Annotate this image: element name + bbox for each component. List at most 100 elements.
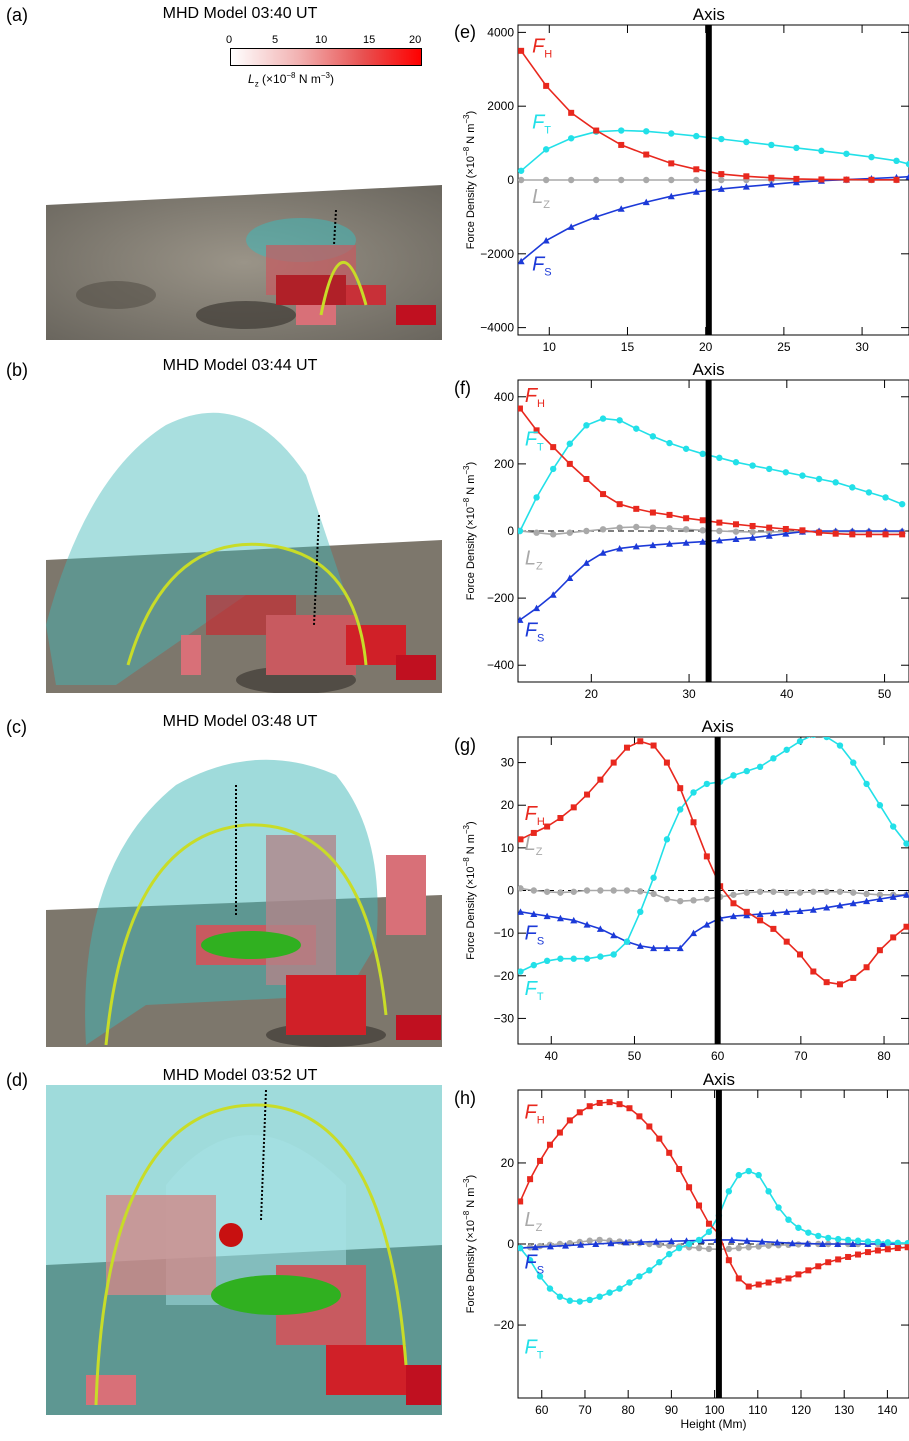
data-point-f-t (526, 1257, 534, 1264)
data-point-f-t (536, 1273, 544, 1280)
data-point-f-s (849, 899, 857, 907)
data-point-f-h (518, 836, 524, 843)
x-tick-label: 80 (877, 1049, 891, 1063)
data-point-f-t (836, 742, 844, 749)
x-tick-label: 20 (699, 340, 713, 354)
data-point-f-s (542, 237, 550, 244)
data-point-f-s (607, 1239, 615, 1247)
height-line (260, 1089, 267, 1221)
data-point-f-h (874, 1247, 881, 1254)
data-point-f-s (783, 908, 791, 915)
data-point-f-t (646, 1267, 653, 1274)
data-point-f-s (729, 912, 737, 920)
data-point-f-t (626, 1279, 633, 1286)
data-point-f-h (749, 522, 756, 529)
panel-b-label: (b) (6, 360, 28, 380)
x-tick-label: 120 (791, 1403, 811, 1417)
data-point-l-z (650, 890, 657, 898)
y-tick-label: −4000 (480, 321, 514, 335)
data-point-f-t (793, 144, 800, 152)
data-point-f-s (531, 1243, 539, 1251)
data-point-f-s (728, 1236, 736, 1243)
data-point-l-z (783, 889, 790, 896)
data-point-l-z (730, 891, 737, 898)
data-point-f-h (583, 475, 590, 482)
data-point-f-t (799, 472, 806, 479)
data-point-l-z (876, 891, 884, 898)
data-point-f-s (823, 904, 831, 911)
data-point-f-t (650, 874, 657, 881)
x-tick-label: 70 (794, 1049, 808, 1063)
x-tick-label: 70 (578, 1403, 592, 1417)
data-point-f-s (566, 574, 574, 581)
data-point-l-z (725, 1245, 733, 1253)
data-point-l-z (732, 528, 740, 535)
data-point-l-z (765, 1242, 772, 1249)
data-point-f-s (642, 198, 650, 206)
y-axis-label: Force Density (×10−8 N m−3) (462, 462, 477, 600)
data-point-f-h (518, 1198, 524, 1205)
cb-label: Lz (×10−8 N m−3) (248, 71, 334, 89)
data-point-f-t (898, 500, 906, 508)
data-point-f-s (556, 914, 564, 922)
data-point-f-s (792, 178, 800, 186)
series-label-tension: FT (525, 978, 544, 1003)
flux-rope-axis (319, 260, 368, 316)
data-point-f-h (716, 519, 723, 526)
data-point-f-s (592, 1240, 600, 1247)
data-point-f-h (556, 1129, 563, 1136)
series-label-lz: LZ (524, 1209, 542, 1234)
cb-tick-20: 20 (409, 34, 422, 46)
data-point-f-s (703, 921, 711, 928)
x-tick-label: 20 (585, 687, 599, 701)
data-point-f-s (543, 912, 551, 920)
data-point-l-z (616, 1238, 623, 1245)
data-point-f-h (518, 47, 525, 54)
data-point-f-h (835, 1256, 842, 1263)
y-axis-label: Force Density (×10−8 N m−3) (462, 821, 477, 959)
data-point-f-t (834, 1235, 842, 1243)
data-point-f-t (823, 737, 830, 741)
y-tick-label: 2000 (487, 99, 514, 113)
data-point-f-t (844, 1236, 852, 1244)
data-point-f-s (533, 604, 541, 612)
data-point-f-t (732, 459, 740, 466)
data-point-l-z (610, 887, 617, 894)
panel-d-title: MHD Model 03:52 UT (162, 1067, 318, 1084)
flux-rope-axis (104, 823, 388, 1046)
data-point-f-h (849, 531, 856, 538)
data-point-f-t (876, 802, 884, 809)
cb-tick-15: 15 (363, 34, 376, 46)
data-point-f-h (832, 530, 839, 537)
y-tick-label: 0 (507, 524, 514, 538)
data-point-f-h (903, 923, 909, 930)
panel-a-label: (a) (6, 5, 28, 25)
data-point-f-s (690, 929, 698, 937)
data-point-f-h (815, 1263, 822, 1270)
data-point-f-t (570, 955, 577, 962)
data-point-l-z (543, 888, 551, 895)
data-point-f-h (868, 176, 875, 183)
data-point-f-t (745, 1167, 752, 1175)
data-point-f-t (818, 147, 825, 155)
chart-title: Axis (693, 5, 725, 24)
mhd-3d-view-c (46, 759, 442, 1047)
data-point-f-t (543, 957, 551, 965)
y-tick-label: 0 (507, 1237, 514, 1251)
data-point-f-t (882, 494, 889, 501)
data-point-f-h (805, 1267, 812, 1274)
data-point-f-s (667, 1237, 675, 1245)
data-point-f-t (770, 755, 777, 762)
data-point-f-t (743, 138, 750, 146)
data-point-f-h (543, 82, 550, 89)
data-point-f-h (797, 951, 804, 958)
chart-g: −30 −20 −10 0 10 20 30 40 50 60 70 80 Axis Force Dens… (462, 717, 909, 1063)
data-point-l-z (718, 176, 725, 184)
y-tick-label: −20 (494, 1318, 515, 1332)
data-point-f-s (617, 205, 625, 212)
data-point-f-s (599, 549, 607, 556)
data-point-f-t (874, 1238, 882, 1246)
data-point-l-z (823, 888, 830, 895)
data-point-f-s (562, 1242, 570, 1249)
chart-f: −400 −200 0 200 400 20 30 40 50 Axis Force Density… (462, 360, 909, 701)
